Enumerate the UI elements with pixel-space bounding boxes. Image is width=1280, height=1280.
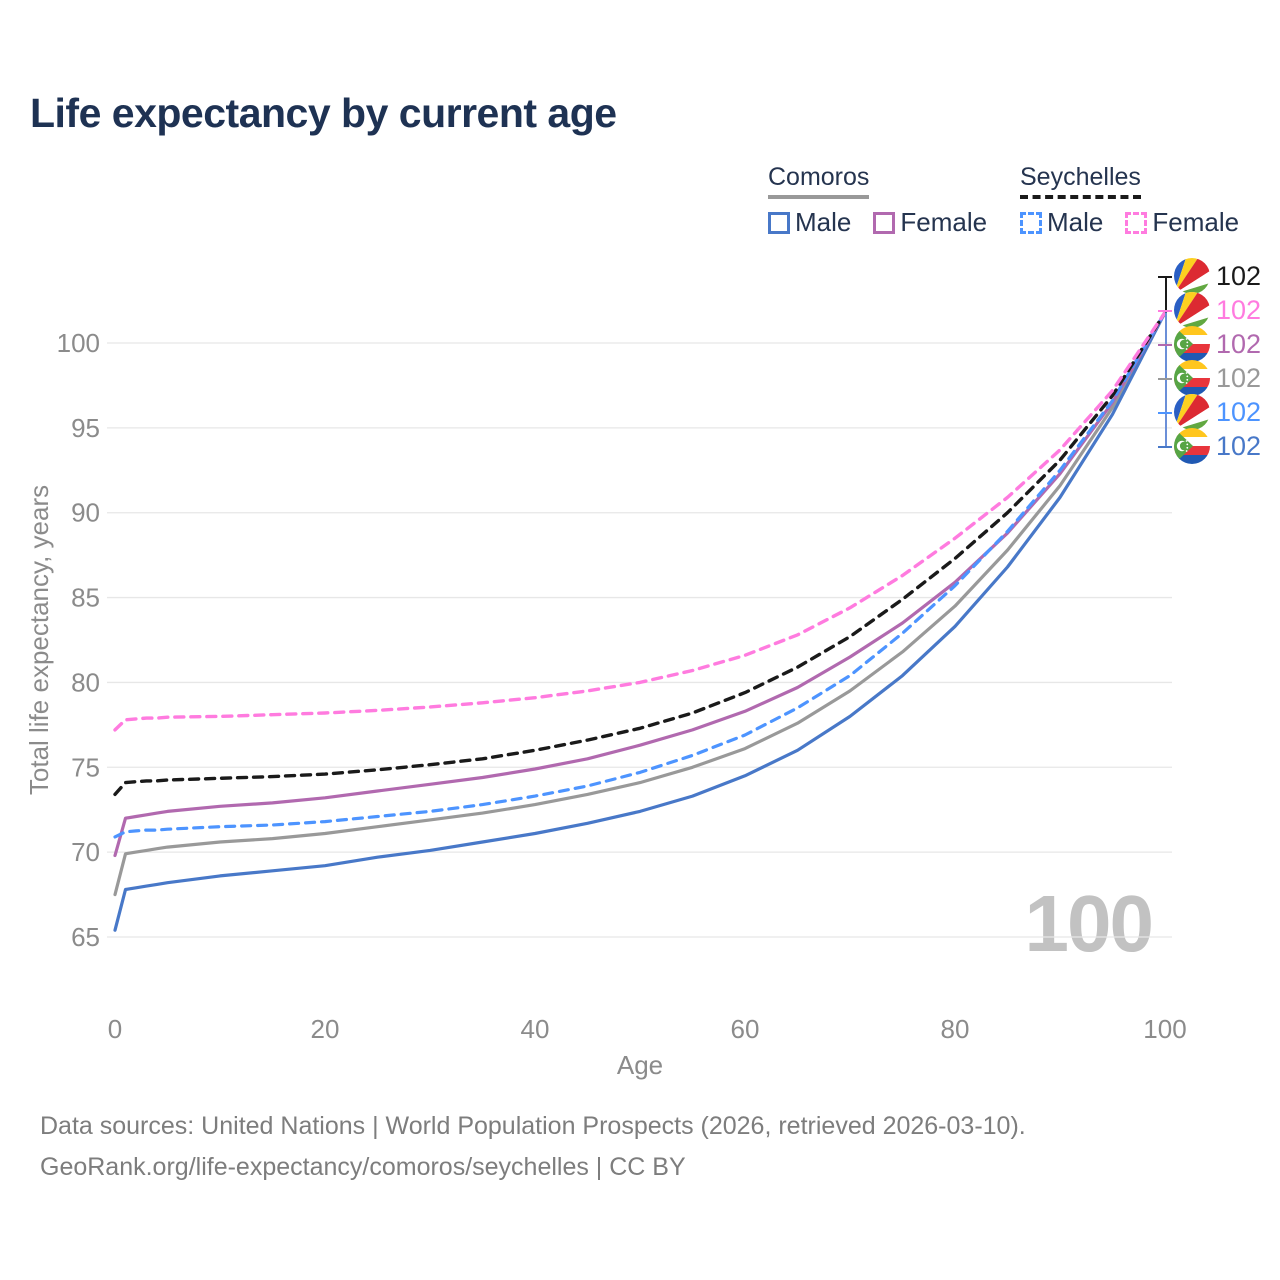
- footer: Data sources: United Nations | World Pop…: [40, 1106, 1026, 1188]
- x-tick-label-20: 20: [311, 1014, 340, 1044]
- series-line-comoros[interactable]: [113, 310, 1167, 897]
- comoros-flag-icon: [1174, 360, 1210, 396]
- x-tick-label-60: 60: [731, 1014, 760, 1044]
- x-axis-title: Age: [617, 1050, 663, 1080]
- end-label-value: 102: [1216, 260, 1262, 291]
- legend-title-comoros: Comoros: [768, 163, 870, 191]
- seychelles-flag-icon: [1174, 394, 1210, 430]
- legend-group-seychelles: Seychelles Male Female: [1020, 163, 1239, 238]
- y-tick-label-100: 100: [57, 328, 100, 358]
- y-tick-label-65: 65: [71, 922, 100, 952]
- end-label-comoros: 102: [1174, 361, 1261, 395]
- comoros-flag-icon: [1174, 326, 1210, 362]
- seychelles-flag-icon: [1174, 292, 1210, 328]
- series-line-seychelles-male[interactable]: [113, 310, 1167, 839]
- legend-item-seychelles-female[interactable]: Female: [1125, 207, 1239, 238]
- end-label-comoros-female: 102: [1174, 327, 1261, 361]
- legend-item-comoros-male[interactable]: Male: [768, 207, 851, 238]
- end-label-comoros-male: 102: [1174, 429, 1261, 463]
- end-label-seychelles-female: 102: [1174, 293, 1261, 327]
- x-tick-label-100: 100: [1143, 1014, 1186, 1044]
- y-tick-label-85: 85: [71, 583, 100, 613]
- end-label-value: 102: [1216, 362, 1262, 393]
- x-tick-label-40: 40: [521, 1014, 550, 1044]
- seychelles-linestyle-sample: [1020, 195, 1141, 199]
- page-title: Life expectancy by current age: [30, 90, 617, 136]
- footer-data-sources: Data sources: United Nations | World Pop…: [40, 1112, 1026, 1140]
- y-tick-label-90: 90: [71, 498, 100, 528]
- seychelles-male-swatch-icon: [1020, 211, 1042, 234]
- series-line-comoros-female[interactable]: [113, 310, 1167, 858]
- end-label-value: 102: [1216, 328, 1262, 359]
- legend-item-label: Male: [1047, 207, 1104, 237]
- legend-item-label: Female: [900, 207, 988, 237]
- end-label-seychelles: 102: [1174, 259, 1261, 293]
- y-tick-label-80: 80: [71, 667, 100, 697]
- end-label-value: 102: [1216, 430, 1262, 461]
- end-label-seychelles-male: 102: [1174, 395, 1261, 429]
- current-age-watermark: 100: [1024, 879, 1154, 968]
- legend-item-label: Male: [795, 207, 852, 237]
- end-label-value: 102: [1216, 396, 1262, 427]
- end-value-labels: 102 102 102 102 102 102: [1174, 259, 1261, 463]
- seychelles-flag-icon: [1174, 258, 1210, 294]
- legend-item-label: Female: [1152, 207, 1240, 237]
- end-label-value: 102: [1216, 294, 1262, 325]
- comoros-flag-icon: [1174, 428, 1210, 464]
- y-axis-title: Total life expectancy, years: [24, 485, 54, 795]
- x-tick-label-0: 0: [108, 1014, 122, 1044]
- legend-item-seychelles-male[interactable]: Male: [1020, 207, 1103, 238]
- comoros-female-swatch-icon: [873, 211, 896, 234]
- series-line-seychelles[interactable]: [113, 310, 1167, 797]
- series-line-comoros-male[interactable]: [113, 310, 1167, 932]
- footer-attribution: GeoRank.org/life-expectancy/comoros/seyc…: [40, 1153, 686, 1181]
- comoros-linestyle-sample: [768, 195, 870, 199]
- y-tick-label-75: 75: [71, 752, 100, 782]
- x-tick-label-80: 80: [941, 1014, 970, 1044]
- y-tick-label-70: 70: [71, 837, 100, 867]
- legend-group-comoros: Comoros Male Female: [768, 163, 987, 238]
- legend-item-comoros-female[interactable]: Female: [873, 207, 987, 238]
- series-line-seychelles-female[interactable]: [113, 310, 1167, 732]
- seychelles-female-swatch-icon: [1125, 211, 1148, 234]
- legend-title-seychelles: Seychelles: [1020, 163, 1141, 191]
- y-tick-label-95: 95: [71, 413, 100, 443]
- comoros-male-swatch-icon: [768, 211, 790, 234]
